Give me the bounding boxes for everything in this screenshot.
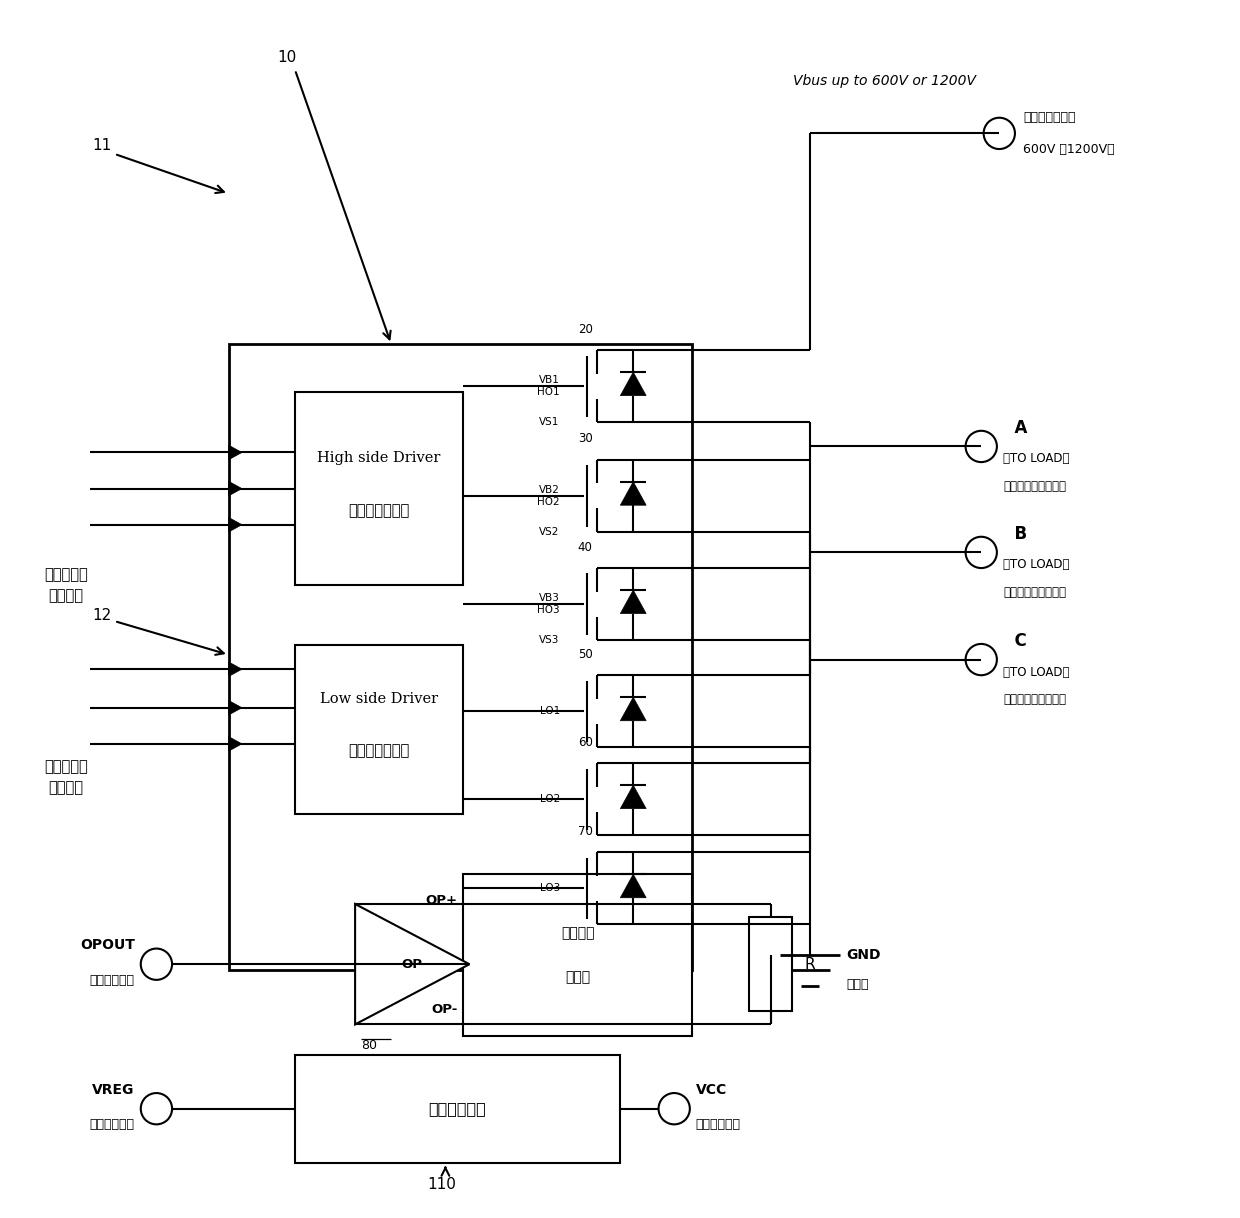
Text: OP: OP bbox=[402, 957, 423, 971]
Text: （稳压输入）: （稳压输入） bbox=[696, 1118, 740, 1132]
Bar bbox=[295, 646, 464, 814]
Text: （地）: （地） bbox=[847, 978, 869, 991]
Circle shape bbox=[658, 1093, 689, 1124]
Text: 低压侧逻辑
控制信号: 低压侧逻辑 控制信号 bbox=[45, 760, 88, 795]
Circle shape bbox=[966, 537, 997, 568]
Text: （TO LOAD）: （TO LOAD） bbox=[1003, 665, 1069, 678]
Text: LO3: LO3 bbox=[539, 883, 559, 893]
Text: （TO LOAD）: （TO LOAD） bbox=[1003, 558, 1069, 571]
Text: 12: 12 bbox=[93, 608, 112, 622]
Text: 高压侧逻辑
控制信号: 高压侧逻辑 控制信号 bbox=[45, 566, 88, 603]
Text: Vbus up to 600V or 1200V: Vbus up to 600V or 1200V bbox=[794, 73, 976, 88]
Text: LO2: LO2 bbox=[539, 794, 559, 804]
Bar bbox=[295, 392, 464, 585]
Text: 80: 80 bbox=[361, 1039, 377, 1052]
Text: 30: 30 bbox=[578, 432, 593, 446]
Polygon shape bbox=[228, 446, 242, 459]
Circle shape bbox=[983, 118, 1016, 149]
Text: C: C bbox=[1003, 632, 1027, 650]
Text: （稳压输出）: （稳压输出） bbox=[89, 1118, 135, 1132]
Text: 60: 60 bbox=[578, 736, 593, 749]
Text: VB1
HO1: VB1 HO1 bbox=[537, 375, 559, 397]
Text: Low side Driver: Low side Driver bbox=[320, 692, 438, 706]
Polygon shape bbox=[228, 481, 242, 496]
Text: OP+: OP+ bbox=[425, 894, 458, 907]
Text: 40: 40 bbox=[578, 541, 593, 554]
Polygon shape bbox=[620, 697, 646, 721]
Text: 低压稳压电路: 低压稳压电路 bbox=[429, 1101, 486, 1116]
Polygon shape bbox=[620, 482, 646, 505]
Circle shape bbox=[141, 1093, 172, 1124]
Text: 20: 20 bbox=[578, 323, 593, 336]
Text: 侧压侧驱动模块: 侧压侧驱动模块 bbox=[348, 743, 409, 759]
Text: （接三相电机相线）: （接三相电机相线） bbox=[1003, 480, 1066, 493]
Text: VS1: VS1 bbox=[539, 418, 559, 428]
Text: 110: 110 bbox=[428, 1177, 456, 1192]
Text: 高压侧驱动模块: 高压侧驱动模块 bbox=[348, 503, 409, 518]
Text: High side Driver: High side Driver bbox=[317, 452, 441, 465]
Text: VS3: VS3 bbox=[539, 636, 559, 646]
Text: （接三相电机相线）: （接三相电机相线） bbox=[1003, 693, 1066, 706]
Text: 器电路: 器电路 bbox=[565, 970, 590, 984]
Text: OP-: OP- bbox=[432, 1004, 458, 1017]
Polygon shape bbox=[228, 700, 242, 715]
Text: GND: GND bbox=[847, 948, 880, 961]
Text: VCC: VCC bbox=[696, 1083, 727, 1096]
Text: OPOUT: OPOUT bbox=[79, 938, 135, 952]
Text: VS2: VS2 bbox=[539, 527, 559, 537]
Text: LO1: LO1 bbox=[539, 706, 559, 716]
Polygon shape bbox=[228, 661, 242, 676]
Polygon shape bbox=[228, 518, 242, 532]
Circle shape bbox=[966, 644, 997, 675]
Text: （TO LOAD）: （TO LOAD） bbox=[1003, 452, 1069, 465]
Text: VB2
HO2: VB2 HO2 bbox=[537, 485, 559, 507]
Text: 50: 50 bbox=[578, 648, 593, 661]
Polygon shape bbox=[620, 786, 646, 809]
Text: （母线电压高达: （母线电压高达 bbox=[1023, 111, 1076, 124]
Text: 11: 11 bbox=[93, 138, 112, 153]
Text: R: R bbox=[805, 956, 815, 972]
Text: （接三相电机相线）: （接三相电机相线） bbox=[1003, 586, 1066, 599]
Polygon shape bbox=[620, 373, 646, 396]
Bar bbox=[749, 917, 792, 1011]
Text: VREG: VREG bbox=[92, 1083, 135, 1096]
Bar bbox=[295, 1055, 620, 1163]
Bar bbox=[228, 345, 692, 971]
Polygon shape bbox=[355, 904, 470, 1024]
Polygon shape bbox=[620, 590, 646, 614]
Text: （运放输出）: （运放输出） bbox=[89, 974, 135, 987]
Text: 运算放大: 运算放大 bbox=[562, 927, 595, 940]
Circle shape bbox=[141, 949, 172, 979]
Bar bbox=[464, 873, 692, 1037]
Text: B: B bbox=[1003, 525, 1027, 543]
Text: 600V 或1200V）: 600V 或1200V） bbox=[1023, 143, 1115, 156]
Text: 70: 70 bbox=[578, 825, 593, 838]
Polygon shape bbox=[620, 875, 646, 898]
Polygon shape bbox=[228, 737, 242, 752]
Text: VB3
HO3: VB3 HO3 bbox=[537, 593, 559, 615]
Text: 10: 10 bbox=[277, 50, 296, 65]
Circle shape bbox=[966, 431, 997, 462]
Text: A: A bbox=[1003, 419, 1027, 437]
